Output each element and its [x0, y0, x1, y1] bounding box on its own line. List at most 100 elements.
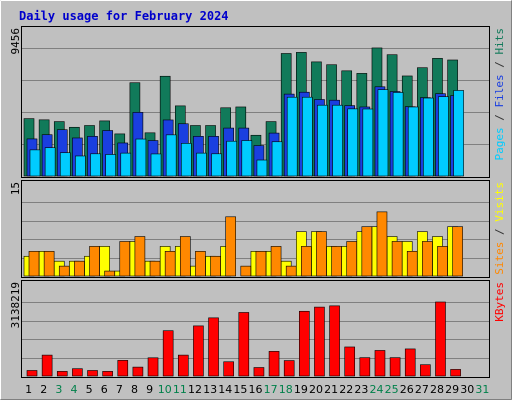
day-label-11: 11 — [173, 383, 187, 396]
bar-pages-1 — [29, 149, 41, 177]
bar-pages-13 — [211, 153, 222, 177]
bar-kbytes-1 — [26, 370, 38, 377]
bar-pages-9 — [150, 153, 162, 177]
day-label-10: 10 — [158, 383, 172, 396]
bar-kbytes-5 — [87, 370, 98, 377]
bar-kbytes-9 — [147, 357, 159, 377]
bar-kbytes-28 — [435, 301, 446, 377]
day-label-18: 18 — [279, 383, 293, 396]
bar-sites-19 — [301, 246, 312, 277]
bar-pages-11 — [180, 143, 192, 177]
side-labels-sites-visits: Sites / Visits — [493, 182, 506, 275]
bar-pages-28 — [438, 96, 449, 177]
side-label-segment: Files — [493, 74, 506, 107]
bar-kbytes-16 — [253, 367, 265, 377]
day-label-14: 14 — [218, 383, 232, 396]
chart-title: Daily usage for February 2024 — [19, 9, 229, 23]
bar-pages-3 — [59, 152, 71, 177]
bar-sites-15 — [240, 265, 252, 277]
day-label-26: 26 — [400, 383, 414, 396]
bar-kbytes-18 — [283, 360, 295, 377]
bar-kbytes-25 — [389, 357, 401, 377]
day-label-7: 7 — [116, 383, 123, 396]
bar-pages-21 — [332, 104, 343, 177]
bar-kbytes-19 — [299, 310, 310, 377]
day-label-19: 19 — [294, 383, 308, 396]
bar-kbytes-2 — [41, 354, 53, 377]
bar-pages-17 — [271, 141, 283, 177]
day-label-24: 24 — [370, 383, 384, 396]
bar-kbytes-15 — [238, 312, 250, 377]
day-label-23: 23 — [354, 383, 368, 396]
day-label-12: 12 — [188, 383, 202, 396]
day-label-1: 1 — [25, 383, 32, 396]
bar-kbytes-22 — [344, 346, 356, 377]
side-label-segment: / — [493, 222, 506, 242]
bar-sites-10 — [164, 251, 176, 277]
bar-kbytes-6 — [102, 371, 113, 377]
bar-kbytes-26 — [404, 348, 416, 377]
bar-sites-14 — [225, 216, 236, 277]
day-label-9: 9 — [146, 383, 153, 396]
side-label-segment: Sites — [493, 242, 506, 275]
bar-kbytes-20 — [314, 306, 325, 377]
side-label-segment: / — [493, 55, 506, 75]
bar-kbytes-24 — [374, 350, 386, 377]
bar-kbytes-21 — [329, 305, 340, 377]
bar-pages-5 — [90, 153, 101, 177]
bar-sites-23 — [361, 226, 373, 277]
bar-kbytes-11 — [177, 354, 189, 377]
bar-pages-25 — [392, 92, 404, 177]
bar-pages-10 — [165, 134, 177, 177]
day-label-25: 25 — [385, 383, 399, 396]
bar-sites-13 — [210, 255, 221, 277]
bar-kbytes-8 — [132, 366, 144, 377]
bar-kbytes-4 — [72, 368, 83, 377]
day-label-22: 22 — [339, 383, 353, 396]
max-label-pages-files-hits: 9456 — [9, 28, 22, 55]
bar-pages-2 — [44, 147, 56, 177]
bar-pages-18 — [286, 96, 298, 177]
side-label-segment: Hits — [493, 28, 506, 55]
max-label-kbytes: 3138219 — [9, 282, 22, 328]
bar-sites-12 — [195, 251, 206, 277]
side-label-segment: Visits — [493, 182, 506, 222]
bar-kbytes-7 — [117, 360, 129, 377]
bar-pages-20 — [317, 104, 328, 177]
day-label-17: 17 — [264, 383, 278, 396]
bar-sites-7 — [119, 241, 131, 277]
bar-sites-11 — [179, 236, 191, 277]
bar-pages-15 — [241, 140, 253, 177]
max-label-sites-visits: 15 — [9, 182, 22, 195]
day-label-16: 16 — [249, 383, 263, 396]
bar-kbytes-14 — [223, 361, 234, 377]
bar-sites-20 — [316, 231, 327, 277]
bar-sites-28 — [437, 246, 448, 277]
side-label-segment: / — [493, 108, 506, 128]
day-label-30: 30 — [460, 383, 474, 396]
bar-kbytes-17 — [268, 351, 280, 377]
day-label-27: 27 — [415, 383, 429, 396]
side-label-segment: KBytes — [493, 282, 506, 322]
bar-kbytes-3 — [56, 371, 68, 377]
bar-pages-19 — [302, 96, 313, 177]
bar-sites-3 — [58, 265, 70, 277]
day-label-29: 29 — [445, 383, 459, 396]
day-label-4: 4 — [70, 383, 77, 396]
bar-kbytes-23 — [359, 357, 371, 377]
day-label-5: 5 — [86, 383, 93, 396]
day-label-28: 28 — [430, 383, 444, 396]
bar-kbytes-12 — [193, 325, 204, 377]
bar-sites-17 — [270, 246, 282, 277]
bar-pages-12 — [196, 152, 207, 177]
bar-sites-1 — [28, 251, 40, 277]
bar-kbytes-27 — [420, 364, 431, 377]
bar-pages-22 — [347, 108, 359, 177]
bar-kbytes-29 — [450, 369, 461, 377]
bar-sites-16 — [255, 251, 267, 277]
panel-kbytes — [21, 280, 490, 378]
bar-sites-9 — [149, 260, 161, 277]
bar-pages-14 — [226, 140, 237, 177]
bar-sites-6 — [104, 270, 115, 277]
